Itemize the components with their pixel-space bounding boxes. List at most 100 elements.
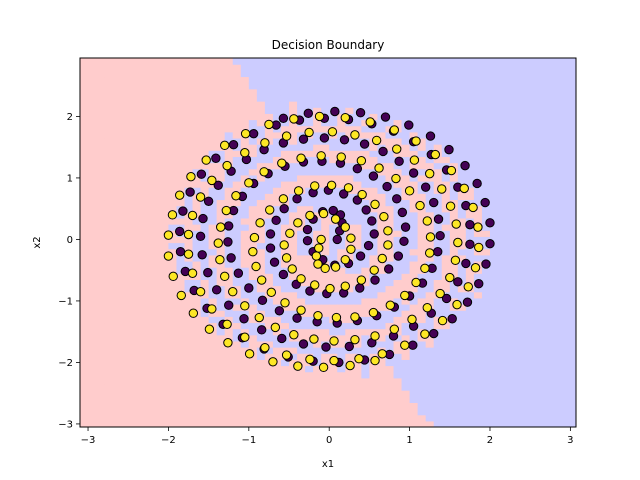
region-cell — [489, 137, 499, 145]
class-0-point — [465, 239, 475, 250]
region-cell — [554, 107, 563, 114]
region-cell — [168, 113, 178, 121]
class-0-point — [328, 205, 338, 216]
region-cell — [256, 408, 266, 416]
region-cell — [256, 365, 266, 373]
region-cell — [297, 88, 306, 96]
region-cell — [200, 371, 210, 379]
region-cell — [449, 390, 459, 397]
region-cell — [297, 205, 306, 213]
region-cell — [248, 107, 258, 114]
region-cell — [546, 316, 555, 324]
region-cell — [240, 420, 250, 427]
region-cell — [248, 76, 258, 84]
region-cell — [570, 359, 576, 367]
region-cell — [289, 131, 298, 139]
y-tick-label: 2 — [67, 112, 73, 123]
region-cell — [538, 217, 547, 225]
region-cell — [321, 70, 330, 78]
region-cell — [104, 217, 113, 225]
region-cell — [570, 322, 576, 330]
region-cell — [329, 162, 338, 170]
region-cell — [506, 211, 515, 219]
region-cell — [208, 144, 218, 151]
region-cell — [104, 101, 113, 108]
region-cell — [353, 291, 362, 299]
region-cell — [88, 390, 97, 397]
region-cell — [184, 193, 194, 201]
region-cell — [530, 248, 539, 256]
region-cell — [104, 76, 113, 84]
region-cell — [570, 144, 576, 151]
region-cell — [353, 230, 362, 237]
region-cell — [570, 285, 576, 293]
region-cell — [321, 168, 330, 176]
region-cell — [481, 273, 491, 280]
region-cell — [256, 58, 266, 65]
region-cell — [104, 260, 113, 268]
region-cell — [465, 94, 475, 102]
class-1-point — [389, 324, 400, 334]
region-cell — [208, 420, 218, 427]
region-cell — [465, 371, 475, 379]
region-cell — [457, 353, 467, 360]
region-cell — [377, 187, 387, 194]
region-cell — [152, 224, 161, 231]
region-cell — [88, 217, 97, 225]
region-cell — [417, 101, 427, 108]
region-cell — [224, 181, 234, 188]
region-cell — [321, 377, 330, 385]
region-cell — [522, 285, 531, 293]
region-cell — [256, 113, 266, 121]
region-cell — [530, 224, 539, 231]
region-cell — [409, 58, 419, 65]
region-cell — [112, 359, 121, 367]
region-cell — [538, 168, 547, 176]
region-cell — [538, 199, 547, 207]
region-cell — [506, 396, 515, 403]
class-1-point — [314, 111, 325, 122]
region-cell — [80, 168, 89, 176]
region-cell — [176, 359, 186, 367]
region-cell — [248, 340, 258, 348]
region-cell — [240, 144, 250, 151]
region-cell — [321, 230, 330, 237]
region-cell — [96, 224, 105, 231]
class-1-point — [281, 350, 292, 360]
region-cell — [264, 156, 274, 164]
region-cell — [256, 230, 266, 237]
region-cell — [345, 70, 354, 78]
region-cell — [168, 94, 178, 102]
region-cell — [136, 291, 145, 299]
class-1-point — [391, 173, 401, 184]
region-cell — [240, 230, 250, 237]
region-cell — [313, 230, 322, 237]
region-cell — [184, 88, 194, 96]
region-cell — [248, 273, 258, 280]
region-cell — [481, 64, 491, 71]
region-cell — [530, 205, 539, 213]
region-cell — [216, 107, 226, 114]
region-cell — [361, 365, 371, 373]
region-cell — [361, 230, 371, 237]
region-cell — [449, 156, 459, 164]
region-cell — [168, 88, 178, 96]
region-cell — [498, 211, 507, 219]
region-cell — [144, 236, 153, 244]
class-0-point — [228, 140, 239, 150]
region-cell — [305, 420, 314, 427]
region-cell — [88, 254, 97, 262]
region-cell — [570, 181, 576, 188]
region-cell — [498, 377, 507, 385]
region-cell — [305, 340, 314, 348]
region-cell — [112, 150, 121, 157]
region-cell — [506, 174, 515, 182]
region-cell — [506, 217, 515, 225]
region-cell — [514, 242, 523, 250]
region-cell — [280, 168, 290, 176]
region-cell — [449, 383, 459, 391]
region-cell — [168, 420, 178, 427]
region-cell — [313, 101, 322, 108]
region-cell — [128, 205, 137, 213]
region-cell — [208, 310, 218, 317]
